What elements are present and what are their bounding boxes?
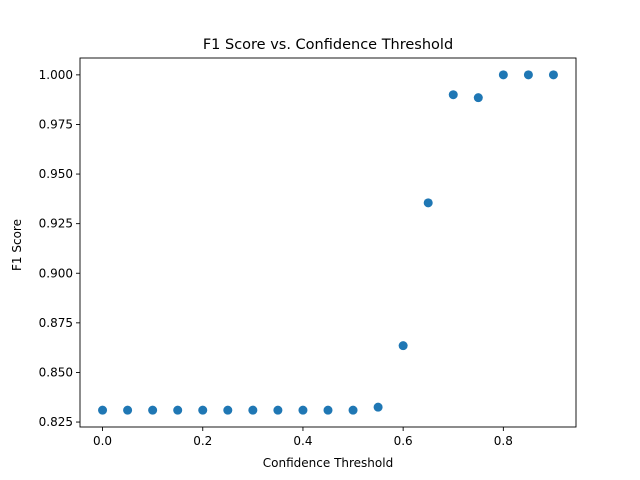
- y-tick-label-4: 0.925: [39, 217, 73, 231]
- plot-area: 0.0 0.2 0.4 0.6 0.8 0.825 0.850 0.875 0.900 0.925…: [39, 57, 577, 448]
- data-point-8: [298, 405, 308, 415]
- data-point-18: [548, 70, 558, 80]
- y-tick-label-7: 1.000: [39, 68, 73, 82]
- data-point-6: [248, 405, 258, 415]
- x-tick-label-4: 0.8: [494, 434, 513, 448]
- y-tick-label-0: 0.825: [39, 415, 73, 429]
- data-point-14: [448, 90, 458, 100]
- data-point-11: [373, 402, 383, 412]
- x-tick-label-1: 0.2: [193, 434, 212, 448]
- y-tick-label-2: 0.875: [39, 316, 73, 330]
- x-tick-label-2: 0.4: [293, 434, 312, 448]
- data-point-15: [473, 93, 483, 103]
- data-point-9: [323, 405, 333, 415]
- plot-frame: [79, 57, 577, 428]
- data-point-1: [123, 405, 133, 415]
- data-point-12: [398, 341, 408, 351]
- data-point-16: [498, 70, 508, 80]
- data-point-5: [223, 405, 233, 415]
- data-point-3: [173, 405, 183, 415]
- data-point-2: [148, 405, 158, 415]
- x-tick-label-3: 0.6: [394, 434, 413, 448]
- y-tick-label-6: 0.975: [39, 117, 73, 131]
- data-point-13: [423, 198, 433, 208]
- data-point-7: [273, 405, 283, 415]
- data-point-0: [98, 405, 108, 415]
- y-axis-label: F1 Score: [10, 219, 24, 271]
- y-tick-label-5: 0.950: [39, 167, 73, 181]
- data-point-17: [523, 70, 533, 80]
- x-tick-label-0: 0.0: [93, 434, 112, 448]
- data-point-4: [198, 405, 208, 415]
- chart-title: F1 Score vs. Confidence Threshold: [203, 37, 453, 53]
- y-tick-label-3: 0.900: [39, 266, 73, 280]
- y-tick-label-1: 0.850: [39, 365, 73, 379]
- x-axis-label: Confidence Threshold: [263, 456, 393, 470]
- data-point-10: [348, 405, 358, 415]
